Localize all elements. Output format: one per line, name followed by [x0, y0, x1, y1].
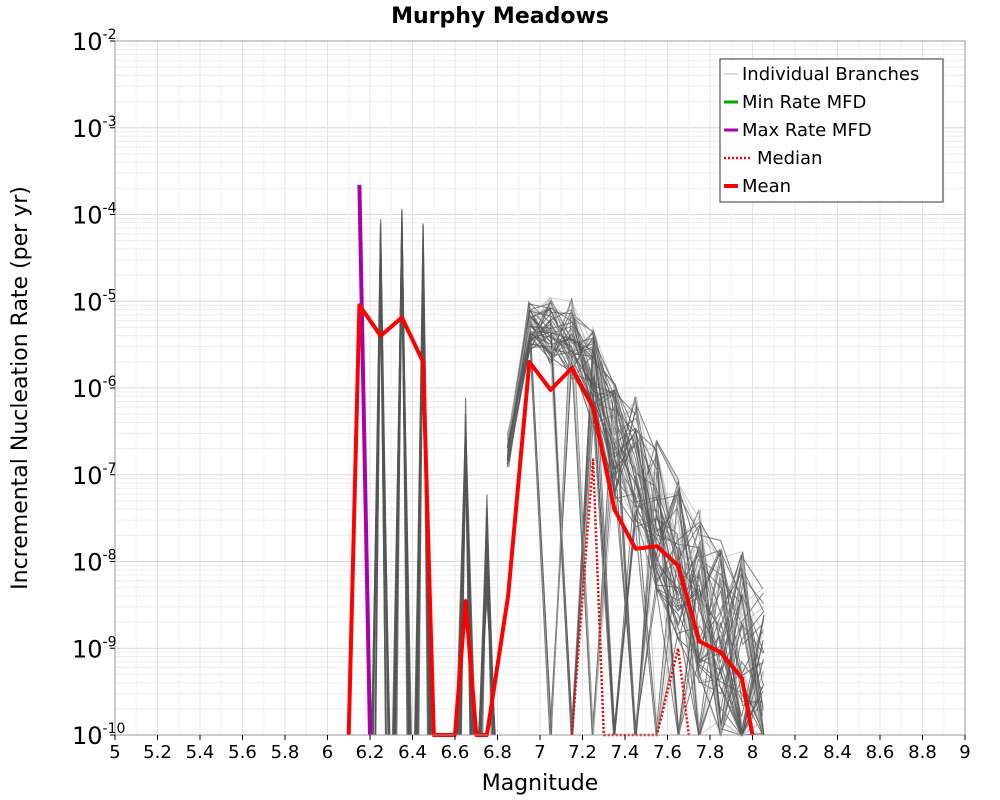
branch-line [507, 333, 764, 737]
x-tick-label: 5 [109, 742, 120, 763]
branch-line [480, 565, 494, 736]
y-tick-label: 10-3 [72, 114, 117, 143]
y-tick-label: 10-5 [72, 287, 117, 316]
chart-title: Murphy Meadows [391, 4, 609, 29]
legend-label: Max Rate MFD [742, 120, 872, 141]
branch-line [507, 307, 765, 736]
x-tick-label: 8.4 [823, 742, 852, 763]
x-tick-label: 5.2 [143, 742, 172, 763]
branch-line [507, 310, 765, 737]
branch-line [507, 325, 764, 736]
x-tick-label: 5.6 [228, 742, 257, 763]
max-rate-mfd-line [357, 184, 372, 736]
y-tick-label: 10-6 [72, 374, 117, 403]
median-line [570, 458, 691, 737]
x-tick-label: 7.8 [696, 742, 725, 763]
legend-label: Mean [742, 176, 791, 197]
branch-line [507, 333, 764, 684]
branch-line [507, 343, 763, 736]
x-tick-label: 7 [534, 742, 545, 763]
branch-line [370, 289, 391, 736]
branch-line [417, 276, 429, 736]
series-lines [346, 184, 755, 737]
branch-line [507, 325, 765, 736]
y-axis-label: Incremental Nucleation Rate (per yr) [8, 186, 33, 590]
x-tick-label: 6.6 [441, 742, 470, 763]
x-tick-label: 7.2 [568, 742, 597, 763]
x-tick-label: 8.8 [908, 742, 937, 763]
branch-line [507, 296, 763, 736]
branch-line [508, 307, 764, 736]
x-tick-label: 6 [322, 742, 333, 763]
legend: Individual Branches Min Rate MFD Max Rate … [719, 58, 944, 203]
y-tick-label: 10-9 [72, 634, 117, 663]
y-tick-label: 10-10 [72, 721, 125, 750]
y-tick-label: 10-2 [72, 27, 117, 56]
legend-label: Min Rate MFD [742, 92, 866, 113]
x-axis-ticks: 5 5.2 5.4 5.6 5.8 6 6.2 6.4 6.6 6.8 7 7.2 7.4 7.6 7.8 8… [109, 735, 971, 763]
x-tick-label: 5.4 [186, 742, 215, 763]
x-tick-label: 6.4 [398, 742, 427, 763]
branch-line [508, 304, 764, 736]
legend-box [719, 58, 944, 203]
x-tick-label: 6.2 [356, 742, 385, 763]
x-tick-label: 5.8 [271, 742, 300, 763]
branch-line [374, 237, 387, 736]
x-axis-label: Magnitude [482, 771, 599, 796]
x-tick-label: 9 [959, 742, 970, 763]
branch-line [507, 307, 765, 736]
x-tick-label: 8.6 [866, 742, 895, 763]
x-tick-label: 8 [747, 742, 758, 763]
y-tick-label: 10-4 [72, 201, 117, 230]
branch-line [508, 315, 765, 717]
individual-branches [370, 208, 765, 737]
x-tick-label: 6.8 [483, 742, 512, 763]
branch-line [395, 240, 409, 736]
legend-label: Median [757, 148, 822, 169]
branch-line [393, 225, 411, 736]
y-tick-label: 10-7 [72, 461, 117, 490]
x-tick-label: 7.6 [653, 742, 682, 763]
mean-line [346, 303, 755, 737]
x-tick-label: 7.4 [611, 742, 640, 763]
x-tick-label: 8.2 [781, 742, 810, 763]
branch-line [508, 302, 764, 736]
legend-label: Individual Branches [742, 64, 919, 85]
y-axis-ticks: 10-2 10-3 10-4 10-5 10-6 10-7 10-8 10-9 10-10 [72, 27, 125, 750]
y-tick-label: 10-8 [72, 548, 117, 577]
branch-line [478, 540, 496, 736]
